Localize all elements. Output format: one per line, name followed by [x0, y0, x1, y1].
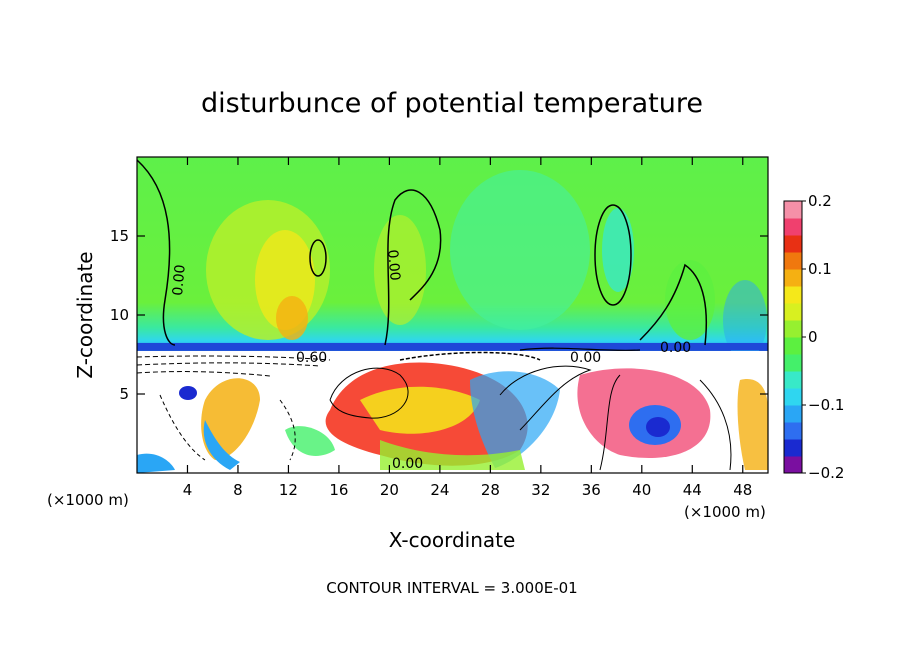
contour-line — [329, 367, 409, 419]
x-tick-label: 44 — [683, 481, 702, 499]
colorbar-swatch — [784, 371, 802, 389]
contour-label: 0.00 — [392, 456, 423, 472]
field-blob — [646, 417, 670, 437]
field-blob — [203, 420, 240, 470]
colorbar-swatch — [784, 388, 802, 406]
contour-line — [159, 394, 296, 461]
contour-line — [594, 204, 632, 306]
colorbar-tick-label: 0.1 — [808, 260, 832, 278]
y-tick-label: 10 — [110, 306, 129, 324]
contour-line — [309, 239, 327, 277]
field-blob — [450, 170, 590, 330]
colorbar-swatch — [784, 201, 802, 219]
field-blob — [723, 280, 767, 360]
contour-label: 0.00 — [384, 249, 403, 281]
y-axis: 5 10 15 — [110, 227, 768, 403]
y-tick-label: 5 — [119, 385, 129, 403]
x-tick-label: 20 — [380, 481, 399, 499]
colorbar-swatch — [784, 439, 802, 457]
contour-label: 0.60 — [296, 350, 327, 366]
plot-area — [137, 157, 768, 473]
boundary-band — [137, 343, 768, 350]
y-axis-label: Z-coordinate — [73, 251, 97, 378]
colorbar-swatch — [784, 269, 802, 287]
field-blob — [602, 208, 634, 292]
contour-label: 0.00 — [170, 264, 189, 296]
field-blob — [285, 426, 335, 456]
colorbar: 0.2 0.1 0 −0.1 −0.2 — [783, 192, 844, 482]
colorbar-tick-label: −0.2 — [808, 464, 844, 482]
contour-line — [399, 351, 541, 361]
x-axis-label: X-coordinate — [389, 528, 516, 552]
x-tick-label: 8 — [233, 481, 243, 499]
colorbar-tick-label: 0 — [808, 328, 818, 346]
x-tick-label: 36 — [582, 481, 601, 499]
colorbar-swatch — [784, 320, 802, 338]
chart-title: disturbunce of potential temperature — [201, 88, 703, 119]
x-tick-label: 16 — [329, 481, 348, 499]
colorbar-swatch — [784, 456, 802, 474]
x-tick-label: 24 — [430, 481, 449, 499]
field-blob — [380, 440, 525, 470]
field-blob — [360, 386, 480, 434]
contour-line — [137, 159, 176, 346]
colorbar-swatch — [784, 235, 802, 253]
contour-line — [599, 374, 732, 471]
colorbar-swatch — [784, 337, 802, 355]
x-tick-label: 4 — [183, 481, 193, 499]
contour-line — [384, 189, 442, 346]
contour-line — [639, 263, 708, 346]
field-blob — [179, 386, 197, 400]
y-tick-label: 15 — [110, 227, 129, 245]
x-tick-label: 48 — [733, 481, 752, 499]
contour-line — [519, 347, 641, 351]
colorbar-swatch — [784, 354, 802, 372]
x-unit-right: (×1000 m) — [684, 503, 766, 521]
field-blob — [665, 260, 715, 340]
colorbar-swatch — [784, 218, 802, 236]
x-tick-label: 32 — [531, 481, 550, 499]
x-tick-label: 12 — [279, 481, 298, 499]
contour-line — [137, 355, 331, 377]
field-blob — [737, 379, 768, 470]
contour-label: 0.00 — [570, 350, 601, 366]
x-tick-label: 40 — [632, 481, 651, 499]
x-tick-label: 28 — [481, 481, 500, 499]
colorbar-tick-label: 0.2 — [808, 192, 832, 210]
x-axis: 4 8 12 16 20 24 28 32 36 40 44 48 — [183, 157, 752, 499]
colorbar-swatch — [784, 405, 802, 423]
field-blob — [276, 296, 308, 340]
colorbar-tick-label: −0.1 — [808, 396, 844, 414]
colorbar-swatch — [784, 422, 802, 440]
field-blob — [470, 371, 560, 468]
contour-label: 0.00 — [660, 340, 691, 356]
colorbar-swatch — [784, 252, 802, 270]
colorbar-swatch — [784, 286, 802, 304]
contour-labels: 0.00 0.00 0.60 0.00 0.00 0.00 — [170, 249, 691, 472]
contour-interval-note: CONTOUR INTERVAL = 3.000E-01 — [326, 579, 577, 597]
contour-line — [499, 365, 592, 431]
colorbar-swatch — [784, 303, 802, 321]
x-unit-left: (×1000 m) — [47, 491, 129, 509]
field-blob — [137, 453, 175, 473]
